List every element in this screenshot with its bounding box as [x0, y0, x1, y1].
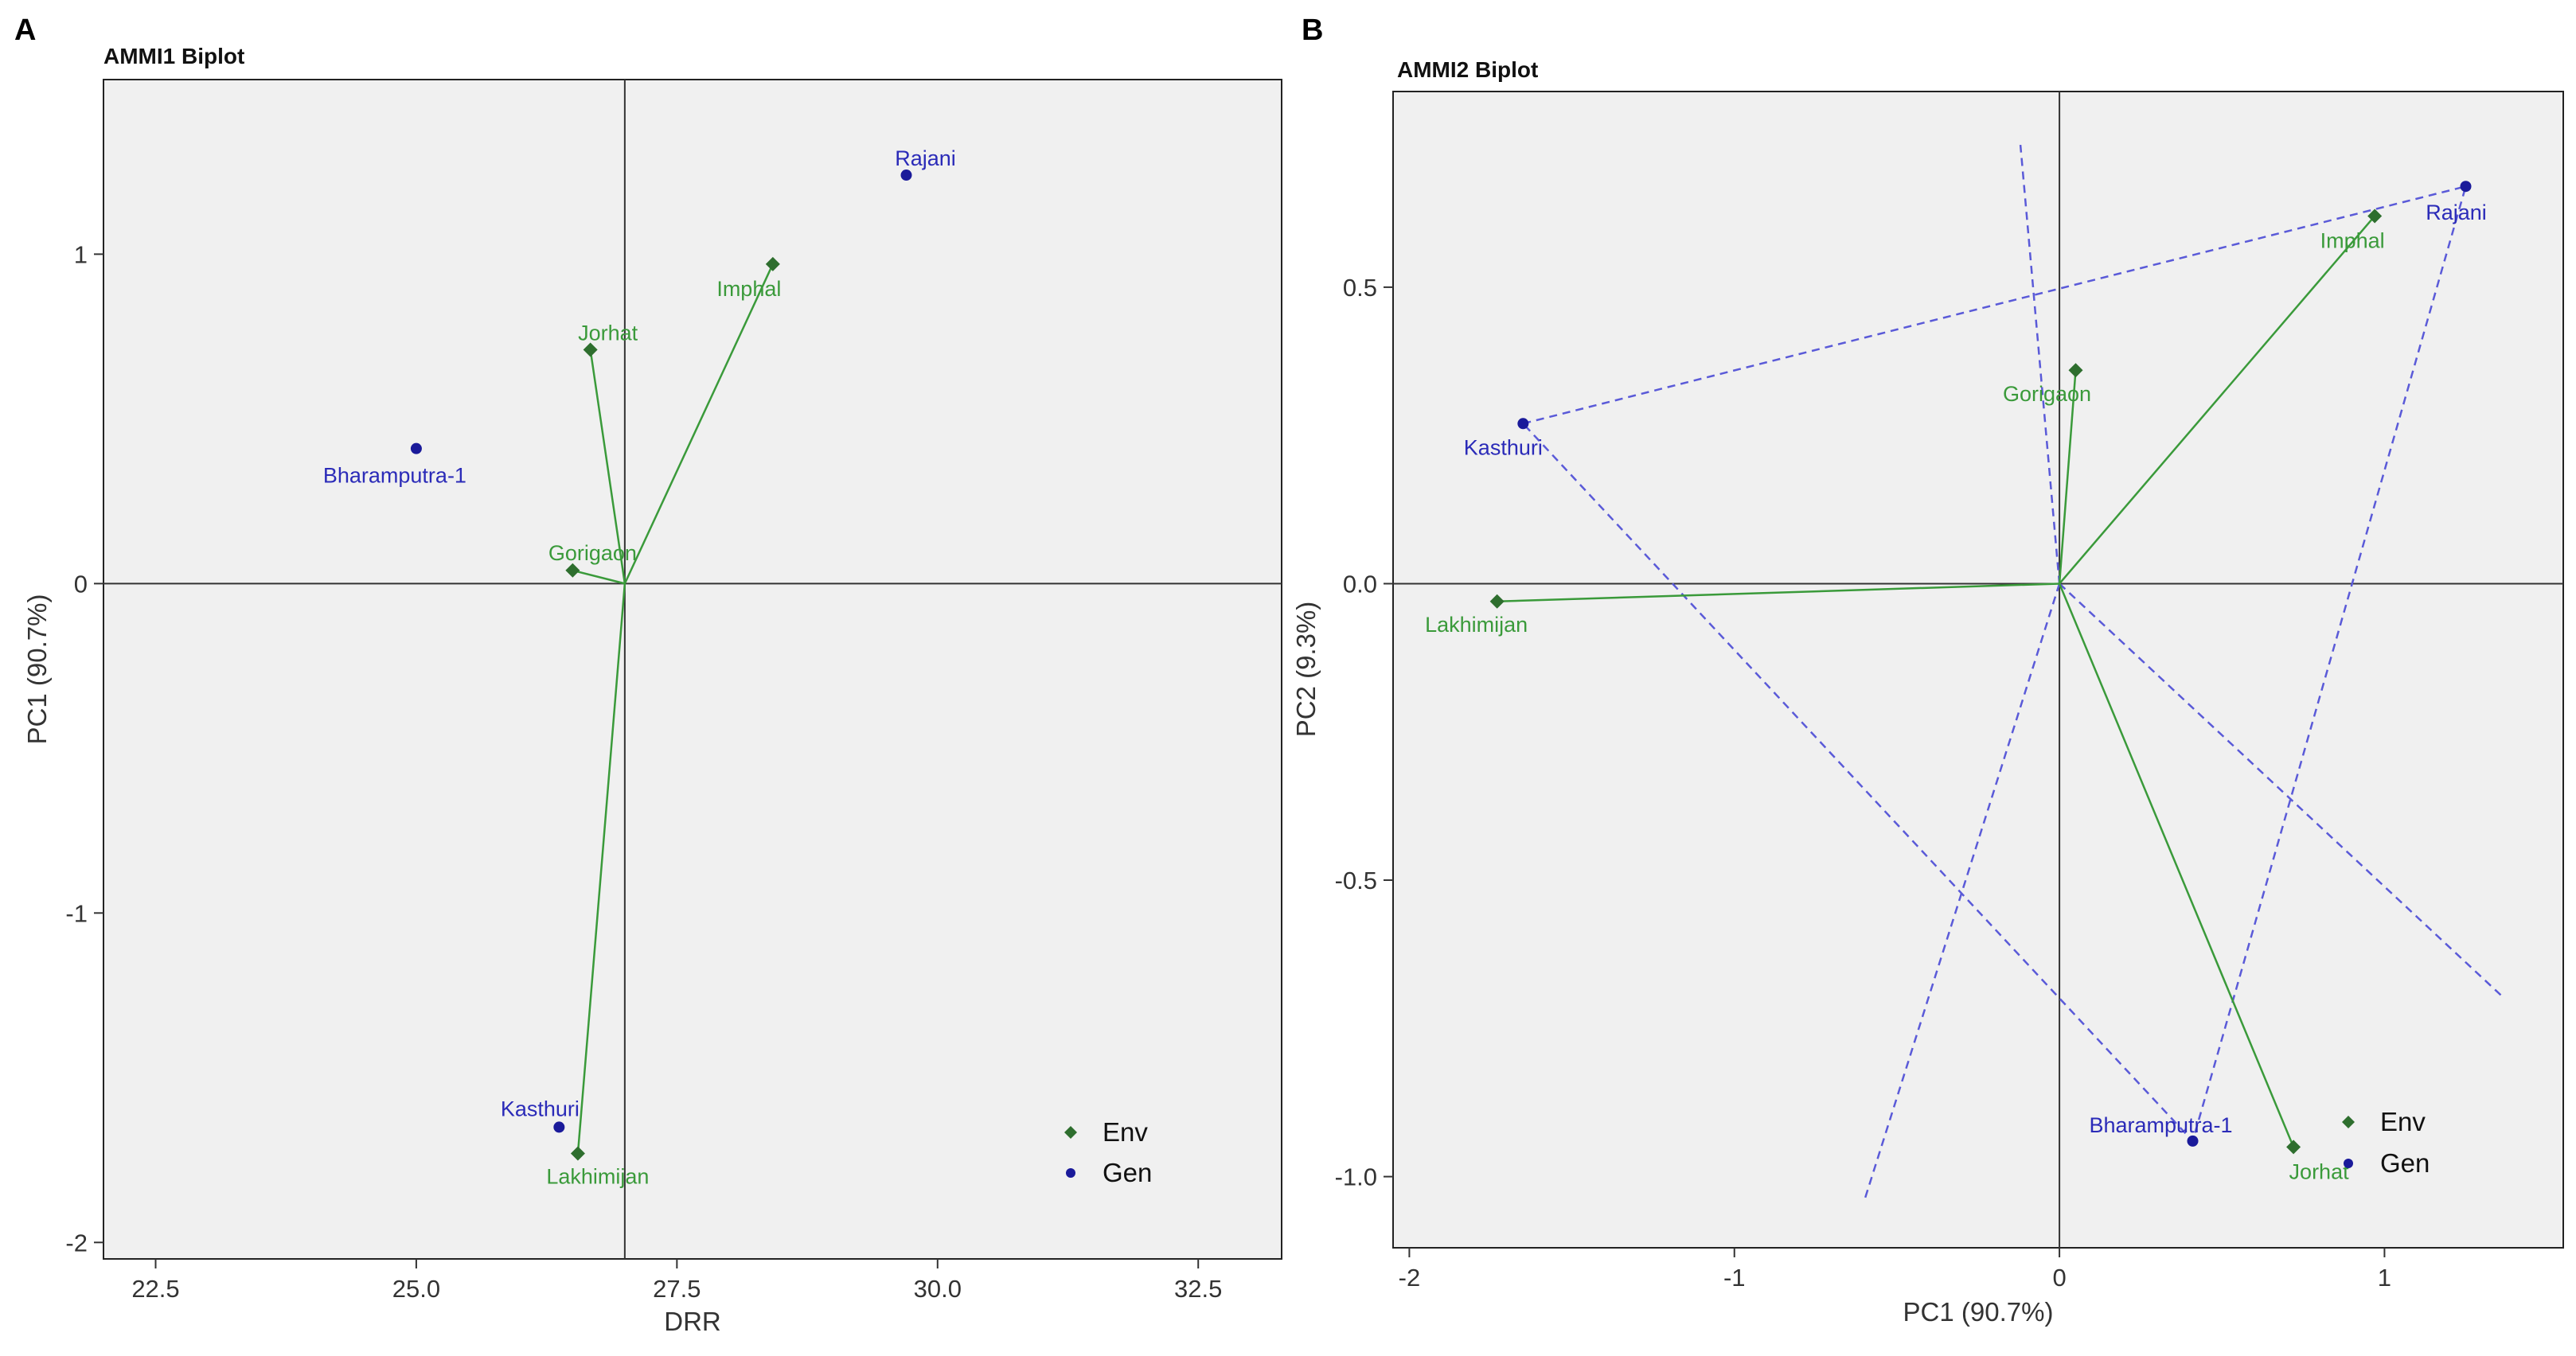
y-tick-label: 0.0 — [1343, 570, 1377, 598]
x-tick-label: 25.0 — [392, 1275, 440, 1303]
env-vector-imphal — [623, 263, 774, 584]
gen-point-rajani — [900, 170, 912, 181]
x-tick-label: 1 — [2378, 1264, 2391, 1292]
y-tick-label: -2 — [65, 1229, 88, 1257]
x-tick-label: -1 — [1723, 1264, 1746, 1292]
legend-gen-icon — [1066, 1168, 1075, 1178]
env-point-gorigaon — [565, 563, 580, 578]
legend-gen-icon — [2344, 1159, 2353, 1168]
env-vector-lakhimijan — [1497, 583, 2060, 603]
env-label-jorhat: Jorhat — [578, 321, 638, 345]
env-point-imphal — [2367, 208, 2383, 224]
x-tick-label: 0 — [2052, 1264, 2066, 1292]
gen-point-bharamputra-1 — [2187, 1135, 2199, 1147]
gen-point-kasthuri — [553, 1121, 565, 1133]
panel-a: A AMMI1 Biplot 22.5 25.0 27.5 30.0 32.5 -2 -1 0 1 D… — [14, 14, 1282, 1336]
y-tick-label: 0.5 — [1343, 274, 1377, 302]
env-point-jorhat — [2286, 1140, 2301, 1155]
x-tick-label: 27.5 — [653, 1275, 701, 1303]
env-point-lakhimijan — [1489, 594, 1505, 609]
env-label-lakhimijan: Lakhimijan — [546, 1165, 649, 1189]
env-label-imphal: Imphal — [2320, 228, 2385, 252]
env-vector-jorhat — [2058, 583, 2295, 1148]
x-tick-label: 22.5 — [131, 1275, 179, 1303]
plot-area — [103, 79, 1282, 1260]
panel-b: B AMMI2 Biplot -2 -1 0 1 -1.0 -0.5 0.0 0.5 PC1 (90… — [1291, 14, 2564, 1327]
env-label-gorigaon: Gorigaon — [548, 541, 637, 565]
y-tick-label: -1.0 — [1335, 1163, 1377, 1191]
gen-label-rajani: Rajani — [895, 146, 956, 170]
legend-label-env: Env — [2380, 1107, 2426, 1136]
legend-label-gen: Gen — [2380, 1148, 2430, 1178]
gen-point-bharamputra-1 — [410, 442, 422, 454]
y-tick-label: -1 — [65, 899, 88, 927]
sector-ray — [2019, 144, 2061, 584]
gen-point-rajani — [2460, 181, 2472, 193]
env-vector-gorigaon — [2058, 370, 2077, 584]
env-vector-jorhat — [589, 349, 626, 584]
x-tick-label: 30.0 — [914, 1275, 962, 1303]
plot-title: AMMI2 Biplot — [1397, 57, 1538, 82]
y-axis-title: PC2 (9.3%) — [1291, 602, 1321, 738]
convex-hull — [1520, 185, 2468, 1144]
env-point-lakhimijan — [570, 1146, 585, 1161]
panel-letter: B — [1302, 14, 1323, 47]
gen-label-bharamputra-1: Bharamputra-1 — [2089, 1113, 2232, 1137]
panel-letter: A — [14, 14, 36, 47]
env-point-imphal — [765, 256, 780, 271]
x-tick-label: 32.5 — [1174, 1275, 1222, 1303]
legend: Env Gen — [2342, 1107, 2430, 1178]
x-axis-title: PC1 (90.7%) — [1903, 1297, 2054, 1327]
legend-env-icon — [1064, 1126, 1077, 1139]
env-label-imphal: Imphal — [716, 277, 781, 301]
legend-label-env: Env — [1103, 1117, 1148, 1147]
env-label-lakhimijan: Lakhimijan — [1425, 613, 1528, 637]
y-tick-label: 0 — [74, 570, 88, 598]
x-axis-title: DRR — [664, 1307, 721, 1336]
plot-title: AMMI1 Biplot — [103, 44, 244, 68]
legend-env-icon — [2342, 1116, 2355, 1128]
env-vector-imphal — [2059, 215, 2376, 585]
legend: Env Gen — [1064, 1117, 1152, 1187]
legend-label-gen: Gen — [1103, 1158, 1152, 1187]
env-label-jorhat: Jorhat — [2289, 1159, 2350, 1183]
gen-label-kasthuri: Kasthuri — [501, 1097, 580, 1120]
env-vector-gorigaon — [572, 569, 626, 585]
y-tick-label: -0.5 — [1335, 867, 1377, 894]
y-axis-title: PC1 (90.7%) — [22, 594, 52, 745]
gen-label-rajani: Rajani — [2426, 201, 2487, 224]
y-tick-label: 1 — [74, 240, 88, 268]
env-label-gorigaon: Gorigaon — [2003, 382, 2091, 406]
gen-label-bharamputra-1: Bharamputra-1 — [323, 464, 466, 488]
x-tick-label: -2 — [1399, 1264, 1421, 1292]
env-point-jorhat — [583, 342, 598, 357]
gen-label-kasthuri: Kasthuri — [1464, 435, 1543, 459]
env-point-gorigaon — [2068, 363, 2083, 378]
env-vector-lakhimijan — [576, 583, 626, 1154]
sector-ray — [2059, 583, 2506, 999]
plot-area — [1392, 91, 2564, 1249]
gen-point-kasthuri — [1517, 418, 1529, 430]
